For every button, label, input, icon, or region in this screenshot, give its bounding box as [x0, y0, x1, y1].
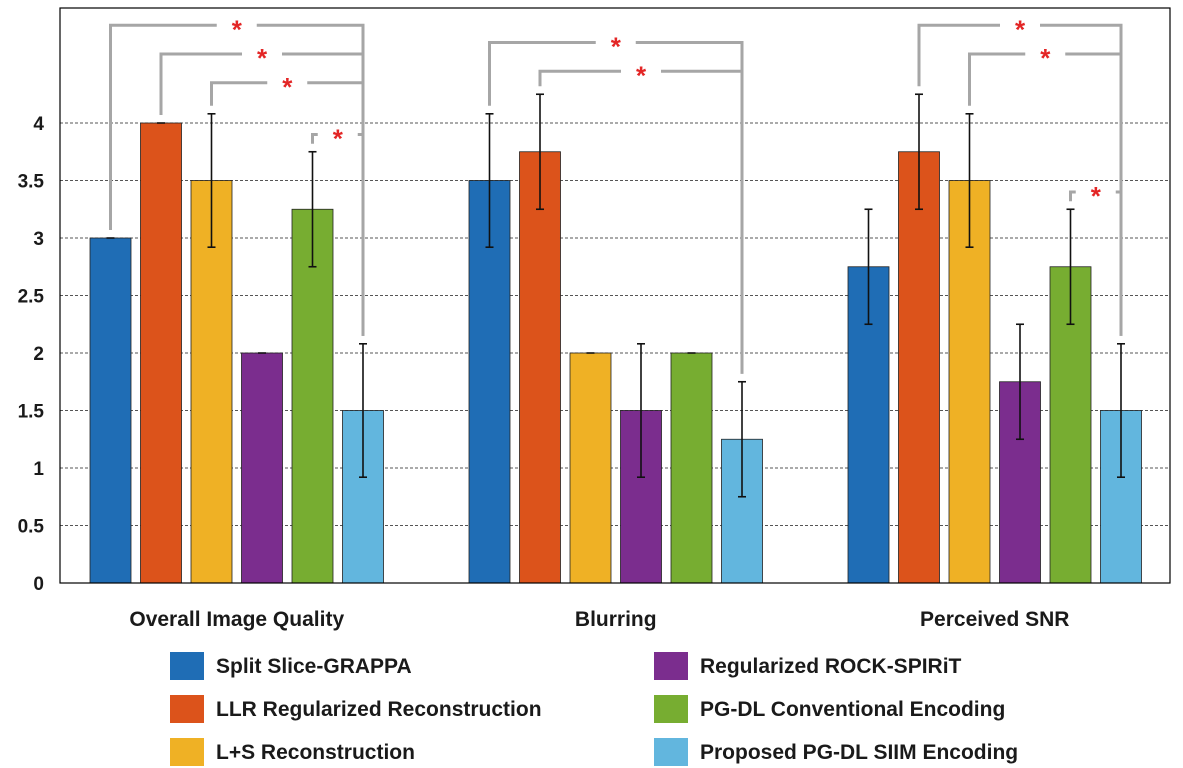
significance-star: *: [1015, 14, 1026, 44]
x-category-label: Perceived SNR: [920, 608, 1069, 631]
bar: [519, 151, 561, 584]
error-bar: [915, 93, 923, 211]
significance-bracket: *: [210, 72, 365, 336]
significance-star: *: [232, 14, 243, 44]
y-tick-label: 3: [33, 229, 44, 250]
significance-star: *: [636, 60, 647, 90]
x-category-label: Blurring: [575, 608, 657, 631]
legend-item: LLR Regularized Reconstruction: [170, 695, 542, 723]
bar: [898, 151, 940, 584]
significance-star: *: [333, 124, 344, 154]
legend-swatch: [654, 738, 688, 766]
error-bar: [207, 113, 216, 248]
error-bar: [536, 93, 544, 211]
y-axis-ticks: 0 0.5 1 1.5 2 2.5 3 3.5 4: [18, 114, 45, 595]
legend-label: L+S Reconstruction: [216, 741, 415, 764]
legend-label: PG-DL Conventional Encoding: [700, 698, 1005, 721]
bar: [140, 122, 182, 584]
significance-bracket: *: [1069, 181, 1123, 336]
significance-star: *: [1040, 43, 1051, 73]
legend-label: Split Slice-GRAPPA: [216, 655, 412, 678]
bar: [291, 208, 334, 584]
y-tick-label: 1.5: [18, 402, 45, 423]
significance-star: *: [282, 72, 293, 102]
significance-layer: * * * * * * * * *: [109, 14, 1123, 374]
bar: [569, 352, 612, 584]
legend-item: Proposed PG-DL SIIM Encoding: [654, 738, 1018, 766]
error-bar: [965, 113, 974, 248]
y-tick-label: 1: [33, 459, 44, 480]
error-bar: [1016, 323, 1024, 441]
significance-star: *: [1091, 181, 1102, 211]
legend-swatch: [170, 738, 204, 766]
error-bar: [308, 150, 317, 268]
legend-item: PG-DL Conventional Encoding: [654, 695, 1005, 723]
error-bar: [359, 342, 367, 479]
legend: Split Slice-GRAPPA LLR Regularized Recons…: [170, 652, 1018, 766]
legend-swatch: [654, 652, 688, 680]
error-bar: [1066, 208, 1075, 326]
legend-label: Proposed PG-DL SIIM Encoding: [700, 741, 1018, 764]
legend-item: Regularized ROCK-SPIRiT: [654, 652, 962, 680]
error-bars-layer: [106, 93, 1125, 498]
error-bar: [738, 380, 746, 498]
error-bar: [637, 342, 645, 479]
significance-bracket: *: [311, 124, 365, 336]
significance-star: *: [257, 43, 268, 73]
legend-swatch: [170, 652, 204, 680]
y-tick-label: 0.5: [18, 517, 45, 538]
bar: [241, 352, 283, 584]
y-tick-label: 3.5: [18, 172, 45, 193]
legend-label: Regularized ROCK-SPIRiT: [700, 655, 962, 678]
x-axis-category-labels: Overall Image Quality Blurring Perceived S…: [129, 608, 1069, 631]
legend-swatch: [170, 695, 204, 723]
legend-label: LLR Regularized Reconstruction: [216, 698, 542, 721]
bar: [89, 237, 132, 584]
error-bar: [1117, 342, 1125, 479]
legend-item: L+S Reconstruction: [170, 738, 415, 766]
bar: [670, 352, 713, 584]
y-tick-label: 0: [33, 574, 44, 595]
significance-bracket: *: [538, 60, 744, 374]
error-bar: [485, 113, 494, 248]
y-tick-label: 4: [33, 114, 44, 135]
legend-item: Split Slice-GRAPPA: [170, 652, 412, 680]
y-tick-label: 2.5: [18, 287, 45, 308]
y-tick-label: 2: [33, 344, 44, 365]
legend-swatch: [654, 695, 688, 723]
x-category-label: Overall Image Quality: [129, 608, 344, 631]
significance-star: *: [611, 32, 622, 62]
error-bar: [864, 208, 873, 326]
plot-frame: [59, 7, 1171, 584]
